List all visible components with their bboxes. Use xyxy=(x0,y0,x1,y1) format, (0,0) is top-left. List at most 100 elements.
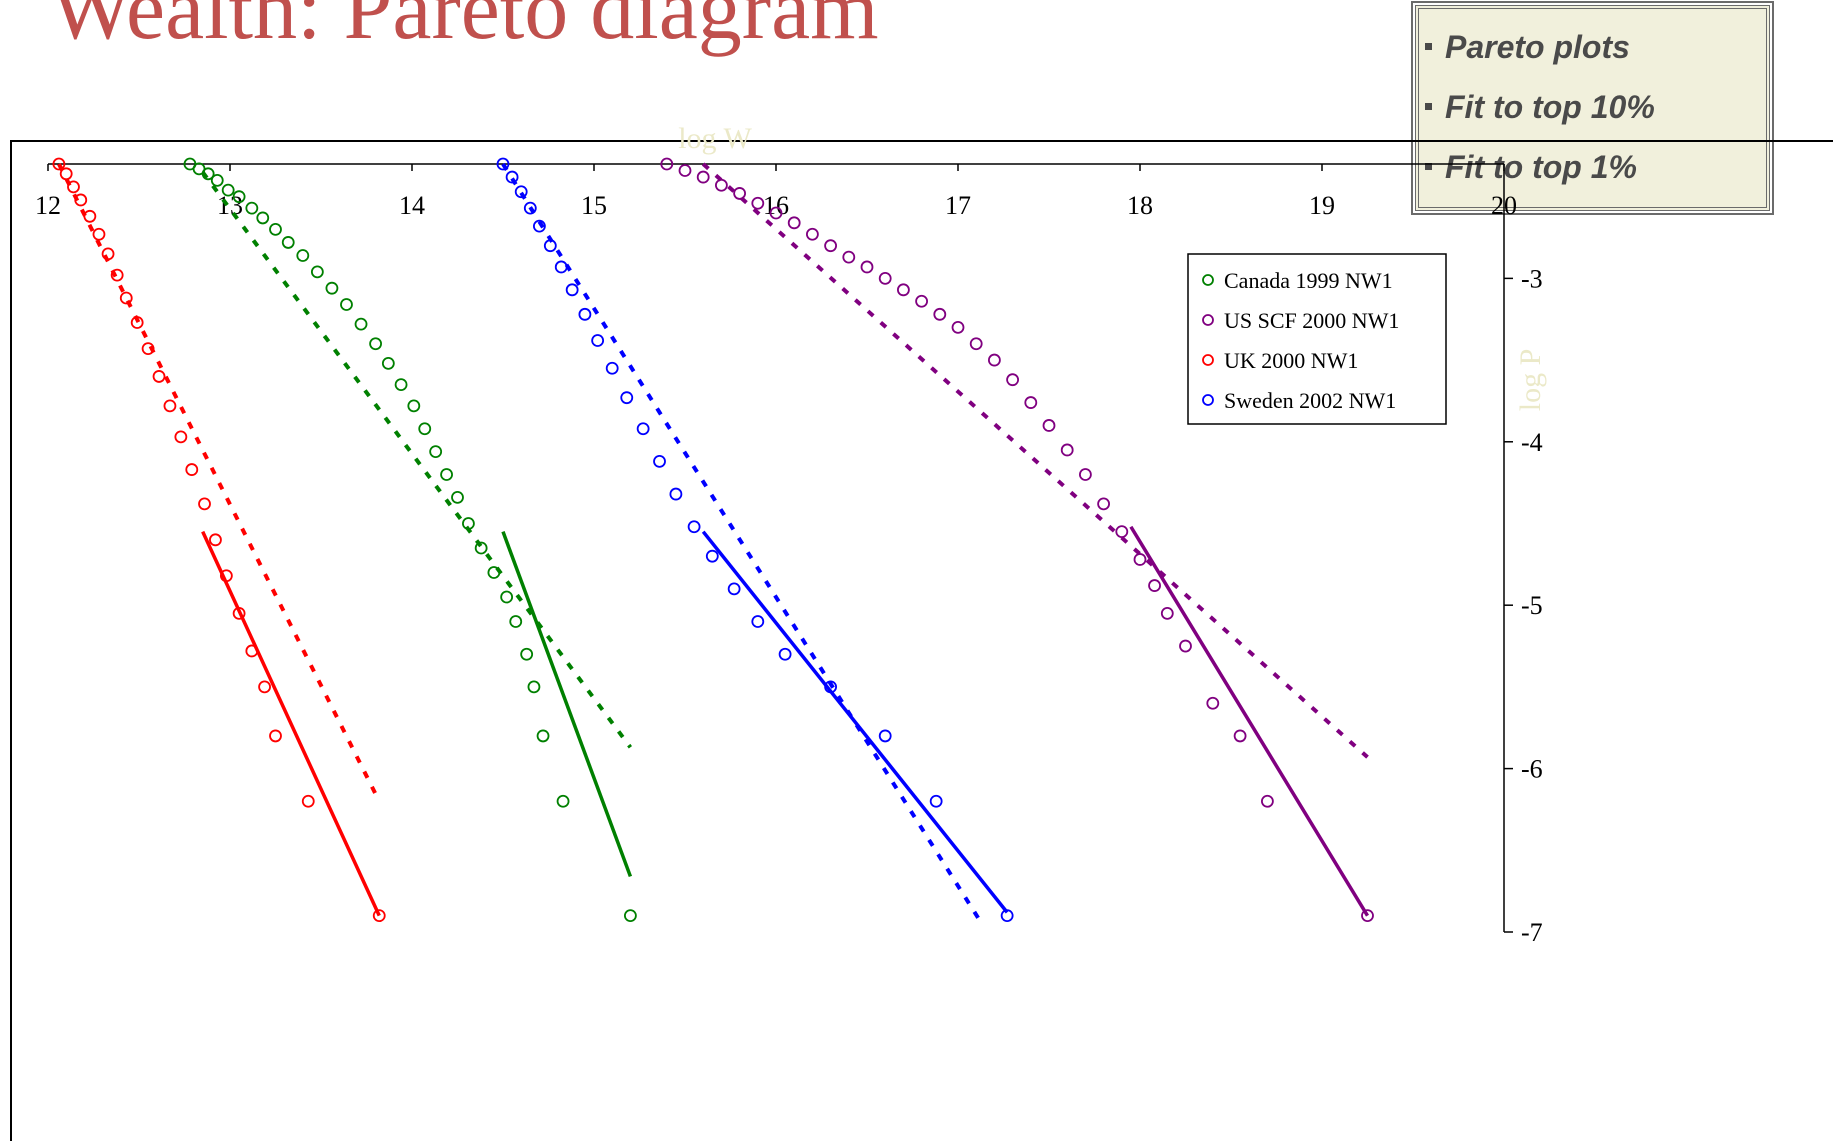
data-point xyxy=(715,178,728,192)
data-point xyxy=(354,317,368,331)
data-point xyxy=(369,337,383,351)
legend-box xyxy=(1187,253,1447,425)
data-point xyxy=(520,647,534,661)
data-point xyxy=(245,201,259,215)
notes-box: Pareto plots Fit to top 10% Fit to top 1… xyxy=(1415,5,1770,211)
data-point xyxy=(988,353,1001,367)
x-tick-label: 18 xyxy=(1127,191,1153,220)
data-point xyxy=(451,490,464,504)
data-point xyxy=(174,430,188,444)
data-point xyxy=(487,566,501,579)
data-point xyxy=(1000,909,1014,923)
data-point xyxy=(842,250,856,264)
data-point xyxy=(500,590,514,604)
y-tick-label: -3 xyxy=(1521,264,1543,293)
chart-frame xyxy=(10,140,1833,1141)
data-point xyxy=(101,247,115,261)
x-tick-label: 12 xyxy=(35,191,61,220)
legend-label: Canada 1999 NW1 xyxy=(1224,268,1393,293)
x-tick-label: 17 xyxy=(945,191,971,220)
data-point xyxy=(787,216,801,230)
x-tick-label: 15 xyxy=(581,191,607,220)
data-point xyxy=(1006,373,1019,387)
data-point xyxy=(141,342,155,356)
x-tick-label: 16 xyxy=(763,191,789,220)
data-point xyxy=(860,260,874,274)
data-point xyxy=(554,260,568,274)
data-point xyxy=(705,549,719,563)
data-point xyxy=(256,211,270,225)
data-point xyxy=(1206,696,1220,710)
fit-top-10pct-line xyxy=(501,162,982,922)
data-point xyxy=(951,321,965,334)
data-point xyxy=(678,164,692,177)
note-item-fit-top-10: Fit to top 10% xyxy=(1425,77,1766,137)
data-point xyxy=(660,157,674,171)
fit-top-10pct-line xyxy=(701,162,1369,759)
fit-top-10pct-line xyxy=(201,170,633,749)
data-point xyxy=(407,399,421,413)
data-point xyxy=(258,680,271,694)
data-point xyxy=(933,307,947,321)
data-point xyxy=(556,794,570,808)
data-point xyxy=(1060,443,1074,457)
data-point xyxy=(440,468,453,481)
y-tick-label: -4 xyxy=(1521,428,1543,457)
data-point xyxy=(201,167,215,181)
data-point xyxy=(245,644,259,658)
x-tick-label: 14 xyxy=(399,191,425,220)
y-tick-label: -7 xyxy=(1521,918,1543,947)
data-point xyxy=(1148,579,1161,592)
data-point xyxy=(778,647,792,661)
data-point xyxy=(1233,729,1247,743)
note-item-fit-top-1: Fit to top 1% xyxy=(1425,137,1766,197)
data-point xyxy=(232,190,246,204)
data-point xyxy=(878,729,892,743)
data-point xyxy=(591,334,605,347)
data-point xyxy=(543,239,557,253)
legend-marker xyxy=(1202,314,1214,326)
data-point xyxy=(232,606,246,620)
data-point xyxy=(381,356,395,370)
data-point xyxy=(429,445,443,458)
data-point xyxy=(1133,553,1147,566)
data-point xyxy=(1042,419,1056,432)
data-point xyxy=(636,422,650,436)
legend-marker xyxy=(1202,394,1214,406)
data-point xyxy=(418,422,432,436)
legend: Canada 1999 NW1 US SCF 2000 NW1 UK 2000 NW… xyxy=(1187,253,1447,425)
data-point xyxy=(733,187,746,200)
data-point xyxy=(1115,525,1129,539)
data-point xyxy=(878,271,892,285)
data-point xyxy=(578,307,592,321)
data-point xyxy=(52,157,66,171)
data-point xyxy=(1160,606,1174,620)
data-point xyxy=(769,206,783,220)
fit-top-1pct-line xyxy=(1129,525,1369,917)
data-point xyxy=(1097,497,1110,511)
data-point xyxy=(269,222,282,236)
data-point xyxy=(969,337,983,351)
data-point xyxy=(1261,794,1274,808)
data-point xyxy=(653,454,666,468)
data-point xyxy=(687,520,701,534)
data-point xyxy=(505,170,519,184)
legend-label: UK 2000 NW1 xyxy=(1224,348,1358,373)
fit-top-1pct-line xyxy=(501,531,633,878)
data-point xyxy=(152,370,166,383)
data-point xyxy=(185,463,199,476)
data-point xyxy=(163,399,177,413)
data-point xyxy=(130,316,144,329)
data-point xyxy=(824,239,837,253)
y-axis-title: log P xyxy=(1514,349,1547,412)
data-point xyxy=(751,615,765,628)
data-point xyxy=(1024,396,1038,409)
note-item-pareto-plots: Pareto plots xyxy=(1425,17,1766,77)
data-point xyxy=(394,378,408,391)
legend-label: Sweden 2002 NW1 xyxy=(1224,388,1396,413)
x-axis-title: log W xyxy=(678,122,752,155)
legend-marker xyxy=(1202,354,1214,366)
data-point xyxy=(372,909,386,923)
data-point xyxy=(1079,468,1092,481)
data-point xyxy=(462,517,475,530)
